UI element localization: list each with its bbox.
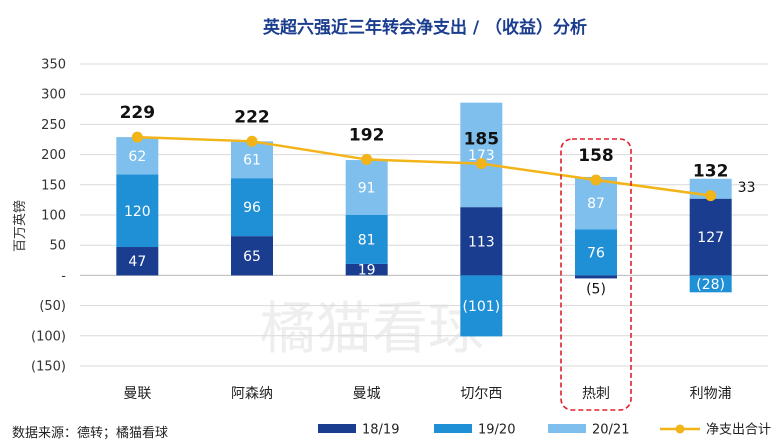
- bar-19-20-3: [460, 275, 503, 337]
- net-line-point-4: [590, 174, 602, 186]
- legend-label: 18/19: [362, 423, 399, 438]
- bar-label: 61: [243, 153, 261, 169]
- bar-label: 96: [243, 200, 261, 216]
- bar-19-20-0: [116, 174, 159, 248]
- gridlines: [80, 63, 768, 367]
- y-tick-label: 350: [41, 58, 66, 73]
- bar-20-21-2: [345, 160, 388, 215]
- highlight-box: [560, 138, 632, 411]
- net-spend-line: 229 222 192 185 158 132: [120, 103, 729, 202]
- bars: 47 65 19 113 (5) 127 120 96 81 (101) 76 (28) 62 61 91 1…: [116, 102, 756, 337]
- bar-18-19-0: [116, 247, 159, 276]
- bar-19-20-5: [689, 275, 732, 293]
- y-tick-label: (50): [39, 299, 66, 314]
- y-tick-label: 250: [41, 118, 66, 133]
- bar-19-20-1: [231, 178, 273, 237]
- legend-label: 19/20: [478, 423, 515, 438]
- legend-line-marker: [675, 424, 685, 434]
- bar-18-19-3: [460, 207, 503, 276]
- net-line-label: 192: [349, 125, 385, 145]
- bar-label: 47: [128, 254, 146, 270]
- net-line-point-3: [475, 158, 487, 170]
- bar-label: 120: [124, 204, 151, 220]
- watermark: 橘猫看球: [260, 297, 484, 362]
- x-axis: 曼联 阿森纳 曼城 切尔西 热刺 利物浦: [123, 386, 731, 402]
- bar-label: 62: [128, 149, 146, 165]
- bar-label: 173: [468, 148, 495, 164]
- x-tick-label: 曼联: [123, 386, 151, 402]
- y-tick-label: 100: [41, 209, 66, 224]
- y-tick-label: 50: [49, 239, 66, 254]
- x-tick-label: 切尔西: [460, 386, 502, 402]
- bar-19-20-4: [575, 229, 617, 276]
- x-tick-label: 曼城: [353, 386, 381, 402]
- bar-20-21-4: [575, 176, 617, 230]
- bar-label: (101): [463, 299, 501, 315]
- legend-label: 净支出合计: [706, 423, 771, 438]
- bar-20-21-3: [460, 102, 503, 208]
- x-tick-label: 利物浦: [690, 386, 732, 402]
- net-line-label: 185: [464, 130, 500, 150]
- net-line-path: [137, 135, 711, 197]
- x-tick-label: 热刺: [582, 386, 610, 402]
- legend: 18/19 19/20 20/21 净支出合计: [318, 423, 771, 438]
- x-tick-label: 阿森纳: [231, 386, 273, 402]
- net-line-point-5: [705, 190, 717, 202]
- bar-label: 113: [468, 234, 495, 250]
- bar-18-19-1: [231, 236, 273, 276]
- bar-18-19-2: [345, 263, 388, 276]
- net-line-label: 222: [234, 107, 270, 127]
- y-tick-label: 300: [41, 88, 66, 103]
- net-line-point-2: [361, 153, 373, 165]
- net-line-point-0: [131, 131, 143, 143]
- legend-swatch-1: [434, 424, 472, 433]
- legend-swatch-2: [548, 424, 586, 433]
- bar-label: 81: [358, 232, 376, 248]
- legend-label: 20/21: [592, 423, 629, 438]
- y-axis-label: 百万英镑: [12, 200, 28, 252]
- bar-label: 87: [587, 196, 605, 212]
- highlight-group: [560, 138, 632, 411]
- legend-swatch-0: [318, 424, 356, 433]
- y-tick-label: 200: [41, 148, 66, 163]
- net-line-label: 132: [693, 162, 729, 182]
- net-line-label: 158: [578, 146, 614, 166]
- source-note: 数据来源：德转；橘猫看球: [12, 425, 168, 441]
- y-tick-label: (150): [31, 360, 66, 375]
- bar-label: 33: [738, 180, 756, 196]
- y-tick-label: (100): [31, 329, 66, 344]
- y-axis: 350 300 250 200 150 100 50 - (50) (100) (150): [31, 58, 66, 375]
- bar-19-20-2: [345, 215, 388, 264]
- bar-label: 19: [358, 263, 376, 279]
- chart-title: 英超六强近三年转会净支出 / （收益）分析: [263, 17, 587, 38]
- bar-label: 76: [587, 245, 605, 261]
- bar-label: 91: [358, 181, 376, 197]
- bar-18-19-5: [689, 198, 732, 276]
- bar-label: (28): [696, 277, 725, 293]
- bar-20-21-0: [116, 137, 159, 175]
- net-line-label: 229: [120, 103, 156, 123]
- bar-label: (5): [586, 281, 606, 297]
- bar-label: 65: [243, 249, 261, 265]
- y-tick-label: 150: [41, 178, 66, 193]
- bar-label: 127: [697, 230, 724, 246]
- bar-20-21-1: [231, 141, 273, 179]
- y-tick-label: -: [61, 269, 66, 284]
- bar-18-19-4: [575, 275, 617, 279]
- net-line-point-1: [246, 135, 258, 147]
